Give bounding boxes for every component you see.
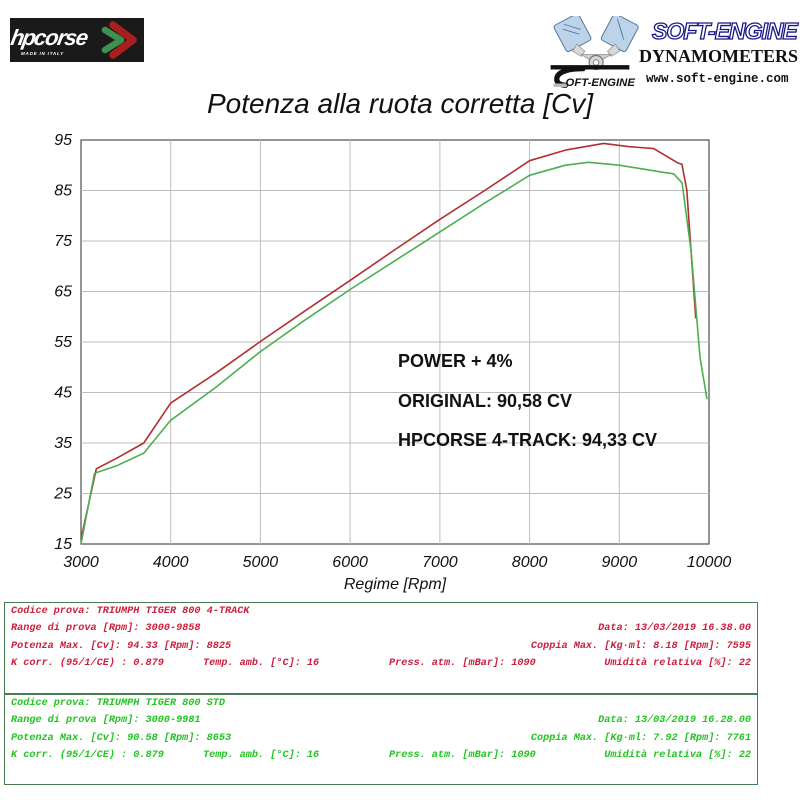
- svg-text:4000: 4000: [153, 554, 189, 571]
- svg-text:65: 65: [54, 284, 72, 301]
- svg-text:75: 75: [54, 233, 72, 250]
- svg-text:HPCORSE 4-TRACK: 94,33 CV: HPCORSE 4-TRACK: 94,33 CV: [398, 430, 657, 450]
- svg-text:35: 35: [54, 435, 72, 452]
- svg-text:8000: 8000: [512, 554, 548, 571]
- svg-text:Regime [Rpm]: Regime [Rpm]: [344, 576, 447, 593]
- svg-text:3000: 3000: [63, 554, 99, 571]
- svg-text:15: 15: [54, 536, 72, 553]
- svg-text:6000: 6000: [332, 554, 368, 571]
- svg-text:5000: 5000: [243, 554, 279, 571]
- svg-text:9000: 9000: [602, 554, 638, 571]
- svg-text:ORIGINAL: 90,58 CV: ORIGINAL: 90,58 CV: [398, 391, 572, 411]
- svg-text:85: 85: [54, 183, 72, 200]
- svg-text:7000: 7000: [422, 554, 458, 571]
- svg-text:45: 45: [54, 385, 72, 402]
- svg-text:10000: 10000: [687, 554, 732, 571]
- svg-text:55: 55: [54, 334, 72, 351]
- svg-text:95: 95: [54, 132, 72, 149]
- svg-text:25: 25: [53, 486, 72, 503]
- svg-text:POWER + 4%: POWER + 4%: [398, 351, 513, 371]
